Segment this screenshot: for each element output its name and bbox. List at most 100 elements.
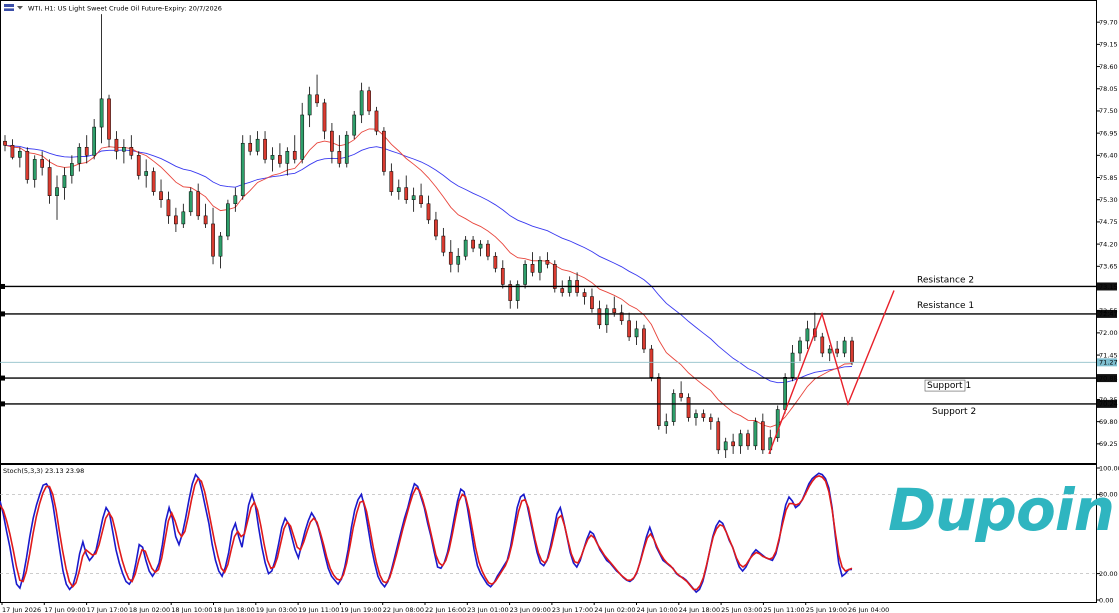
candle [820, 332, 825, 358]
candle [263, 131, 267, 164]
candle [255, 131, 260, 156]
brand-wordmark: Dupoin [888, 476, 1114, 544]
candle [3, 135, 7, 152]
candle [40, 151, 44, 176]
candle [389, 163, 394, 196]
candle [159, 179, 163, 208]
level-price-label: 73.15 [1099, 283, 1118, 291]
candle [850, 336, 854, 366]
candle [129, 135, 134, 160]
y-tick-label: 74.75 [1099, 218, 1118, 226]
candle-body [434, 219, 438, 237]
candle [448, 240, 453, 273]
candle [471, 236, 475, 253]
candle-body [448, 251, 453, 265]
projection-path [768, 290, 895, 455]
candle-body [211, 223, 215, 257]
candle-body [396, 187, 401, 192]
candle [307, 86, 312, 128]
x-tick-label: 17 Jun 2026 [2, 606, 41, 613]
candle-body [25, 151, 30, 180]
candle [731, 433, 735, 454]
candle [679, 381, 683, 402]
x-tick-label: 18 Jun 18:00 [214, 606, 255, 613]
x-tick-label: 19 Jun 19:00 [340, 606, 381, 613]
current-price-label: 71.27 [1099, 359, 1118, 367]
x-tick-label: 17 Jun 17:00 [87, 606, 128, 613]
level-price-label: 70.24 [1099, 400, 1118, 408]
candle [344, 131, 349, 168]
candle-body [240, 142, 245, 196]
y-tick-label: 73.65 [1099, 263, 1118, 271]
candle-body [530, 264, 535, 273]
level-name-label: Support 2 [932, 407, 976, 417]
candle [493, 252, 498, 273]
candle [300, 102, 305, 164]
candle-body [330, 130, 334, 152]
candle [775, 405, 780, 442]
candle [590, 288, 594, 313]
candle [174, 207, 178, 232]
stoch-y-tick-label: 0.00 [1099, 596, 1113, 604]
candle-body [545, 259, 550, 265]
candle [322, 98, 327, 140]
candle-body [634, 328, 639, 338]
candle [359, 82, 364, 124]
candle-body [552, 264, 557, 289]
candle [32, 155, 37, 188]
candle-body [226, 203, 230, 237]
candle [545, 252, 550, 269]
x-tick-label: 17 Jun 09:00 [44, 606, 85, 613]
candle [166, 191, 171, 224]
candle-body [456, 255, 461, 265]
chevron-down-icon[interactable] [17, 6, 23, 10]
candle-body [263, 138, 267, 160]
candle [292, 135, 297, 164]
y-axis: 79.70 79.15 78.60 78.05 77.50 76.95 76.40 75.85… [1096, 18, 1119, 604]
candle [240, 135, 245, 200]
candle-body [760, 421, 765, 451]
candle-body [679, 393, 683, 398]
candle-body [597, 308, 602, 326]
candle-body [84, 147, 89, 156]
candle-body [827, 348, 832, 354]
level-name-label: Support 1 [927, 381, 971, 391]
candle-body [337, 151, 342, 164]
candle [426, 195, 431, 224]
candle [604, 304, 609, 333]
x-tick-label: 23 Jun 09:00 [510, 606, 551, 613]
candle-body [404, 187, 409, 200]
price-levels: 71.27 73.15 Resistance 2 72.47 Resistance 1 7… [0, 275, 1118, 417]
candle-body [278, 155, 282, 164]
y-tick-label: 78.05 [1099, 85, 1118, 93]
candle-body [820, 336, 825, 354]
stoch-lines [0, 472, 853, 594]
candle [10, 139, 15, 160]
candle [107, 94, 111, 148]
y-tick-label: 70.35 [1099, 396, 1118, 404]
candle-body [441, 235, 446, 253]
candle-body [627, 320, 631, 338]
y-tick-label: 72.00 [1099, 329, 1118, 337]
candle-body [790, 352, 795, 378]
candle-body [144, 171, 149, 176]
level-marker [0, 401, 5, 407]
candle-body [181, 211, 186, 225]
candle [285, 147, 290, 176]
candle [530, 252, 535, 277]
candle [649, 344, 654, 382]
candle [686, 393, 691, 422]
main-chart-frame [0, 0, 1097, 464]
support-1-label-box [924, 379, 966, 392]
candle [798, 336, 802, 362]
candle-body [426, 203, 431, 221]
candle-body [515, 284, 520, 301]
stoch-y-tick-label: 20.00 [1099, 570, 1118, 578]
candle [77, 143, 82, 172]
candle-body [107, 98, 111, 140]
candle-body [248, 142, 253, 152]
candle [842, 336, 847, 358]
candle-body [32, 159, 37, 180]
candle [337, 135, 342, 168]
candle [99, 14, 104, 144]
